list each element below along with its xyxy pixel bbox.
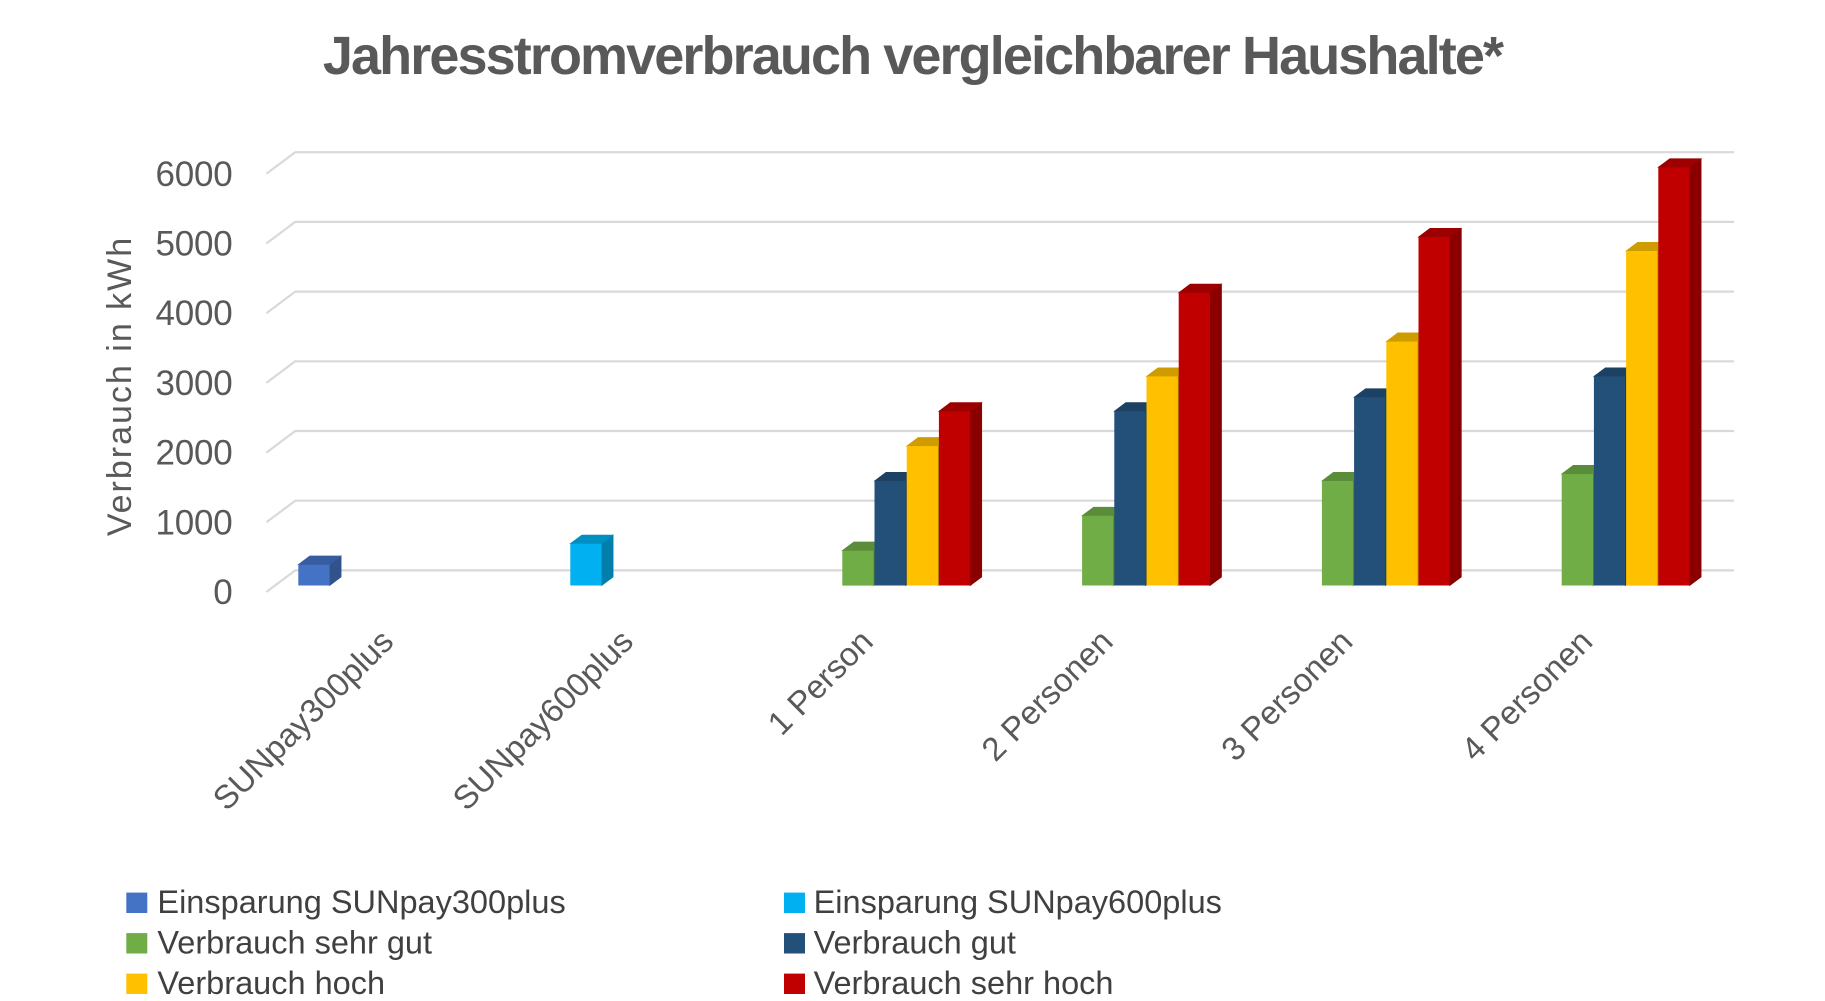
svg-text:Verbrauch gut: Verbrauch gut <box>814 924 1016 960</box>
svg-text:2000: 2000 <box>155 434 232 473</box>
svg-text:5000: 5000 <box>155 225 232 264</box>
svg-text:Verbrauch hoch: Verbrauch hoch <box>157 965 385 1001</box>
svg-text:4000: 4000 <box>155 294 232 333</box>
svg-text:Verbrauch sehr hoch: Verbrauch sehr hoch <box>814 965 1114 1001</box>
svg-text:Verbrauch sehr gut: Verbrauch sehr gut <box>157 924 432 960</box>
svg-text:3000: 3000 <box>155 364 232 403</box>
svg-text:6000: 6000 <box>155 155 232 194</box>
svg-text:0: 0 <box>213 573 232 612</box>
svg-text:Verbrauch in kWh: Verbrauch in kWh <box>101 236 139 536</box>
svg-text:Jahresstromverbrauch vergleich: Jahresstromverbrauch vergleichbarer Haus… <box>323 26 1504 86</box>
svg-text:Einsparung SUNpay600plus: Einsparung SUNpay600plus <box>814 884 1222 920</box>
svg-text:1000: 1000 <box>155 503 232 542</box>
svg-text:Einsparung SUNpay300plus: Einsparung SUNpay300plus <box>157 884 565 920</box>
